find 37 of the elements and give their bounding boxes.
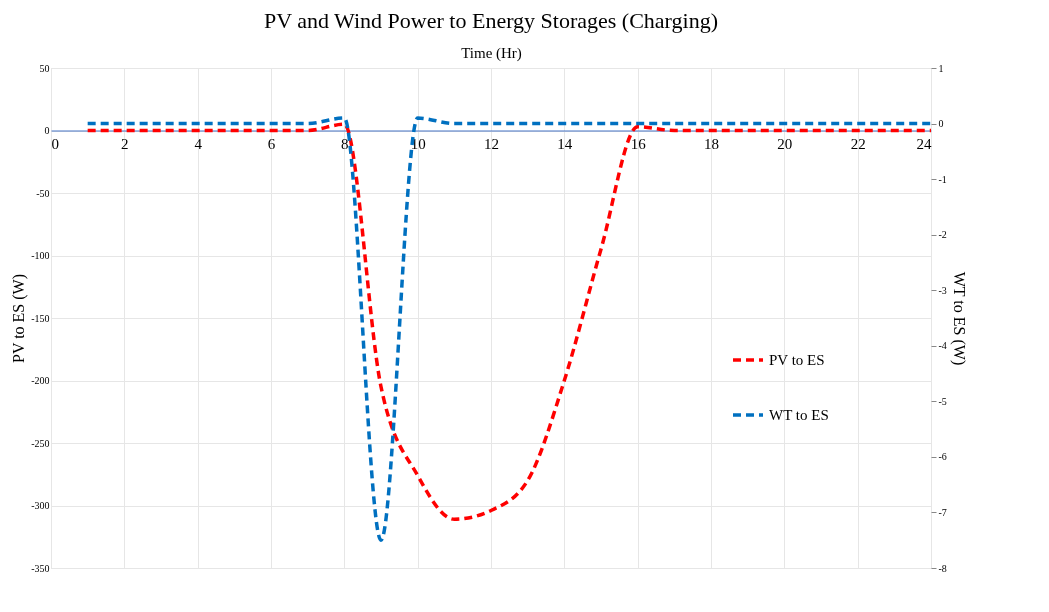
y2-tick-label: -5 (938, 395, 947, 407)
x-tick-label: 2 (121, 136, 129, 152)
y-tick-label: -150 (31, 312, 50, 324)
x-tick-label: 6 (267, 136, 276, 152)
x-tick-label: 8 (341, 136, 349, 152)
x-tick-label: 4 (194, 136, 203, 152)
y2-tick-label: -2 (938, 229, 947, 241)
y2-tick-label: -8 (938, 562, 947, 574)
y2-tick-label: -6 (938, 451, 947, 463)
x-tick-label: 18 (704, 136, 719, 152)
x-tick-label: 22 (850, 136, 866, 152)
x-tick-label: 24 (916, 136, 932, 152)
x-tick-label: 16 (630, 136, 647, 152)
y-tick-label: -250 (31, 437, 50, 449)
y2-tick-label: 0 (938, 118, 944, 130)
x-tick-label: 14 (557, 136, 573, 152)
y2-axis-title: WT to ES (W) (949, 271, 968, 366)
legend-label: WT to ES (769, 407, 829, 423)
x-tick-label: 10 (410, 136, 426, 152)
y-tick-label: -100 (31, 250, 50, 261)
y-tick-label: 0 (44, 125, 50, 136)
y-tick-label: -300 (31, 500, 50, 511)
x-tick-label: 12 (484, 136, 499, 152)
y2-tick-label: -4 (938, 340, 947, 352)
chart-title: PV and Wind Power to Energy Storages (Charging) (264, 8, 718, 33)
y2-tick-label: -3 (938, 284, 947, 296)
y-tick-label: -350 (31, 562, 50, 574)
y-tick-label: -200 (31, 375, 50, 386)
x-axis-title: Time (Hr) (461, 44, 522, 62)
legend-label: PV to ES (769, 352, 825, 368)
y-tick-label: -50 (36, 187, 50, 199)
y2-tick-label: -1 (938, 173, 947, 185)
x-tick-label: 20 (777, 136, 793, 152)
y-axis-title: PV to ES (W) (10, 273, 29, 364)
y-tick-label: 50 (39, 62, 50, 74)
y2-tick-label: -7 (938, 506, 947, 518)
y2-tick-label: 1 (938, 62, 944, 74)
